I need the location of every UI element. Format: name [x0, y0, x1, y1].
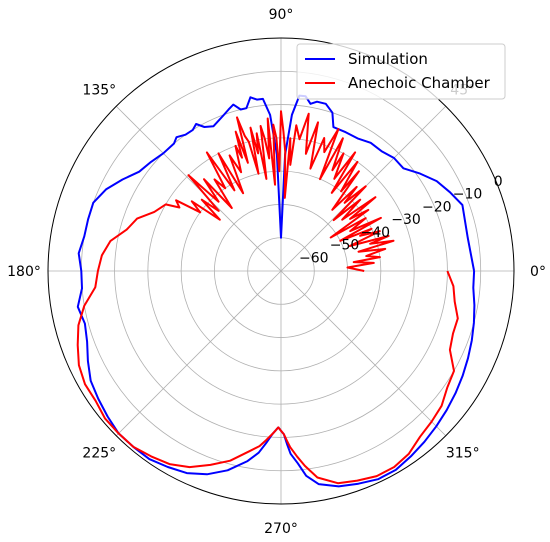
series-layer: [76, 94, 476, 488]
outer-frame: [47, 37, 515, 505]
theta-tick-label: 180°: [7, 264, 41, 280]
legend-box: [296, 43, 506, 100]
tick-labels: 0°45°90°135°180°225°270°315°−60−50−40−30…: [7, 7, 546, 537]
angular-gridline: [115, 270, 282, 437]
theta-tick-label: 90°: [269, 7, 294, 23]
r-tick-label: 0: [494, 174, 503, 190]
legend-label: Anechoic Chamber: [348, 74, 491, 92]
series-line-simulation: [76, 94, 476, 488]
polar-frame: [47, 37, 515, 505]
theta-tick-label: 270°: [264, 521, 298, 537]
r-tick-label: −20: [422, 199, 452, 215]
theta-tick-label: 0°: [530, 264, 546, 280]
legend-label: Simulation: [348, 50, 428, 68]
theta-tick-label: 315°: [446, 446, 480, 462]
r-tick-label: −60: [299, 250, 329, 266]
r-tick-label: −30: [391, 212, 421, 228]
r-tick-label: −50: [330, 238, 360, 254]
r-tick-label: −10: [453, 187, 483, 203]
series-line-anechoic-chamber: [76, 110, 459, 485]
angular-gridline: [280, 270, 447, 437]
legend: Simulation Anechoic Chamber: [296, 43, 506, 100]
r-tick-label: −40: [360, 225, 390, 241]
theta-tick-label: 225°: [82, 446, 116, 462]
theta-tick-label: 135°: [82, 82, 116, 98]
